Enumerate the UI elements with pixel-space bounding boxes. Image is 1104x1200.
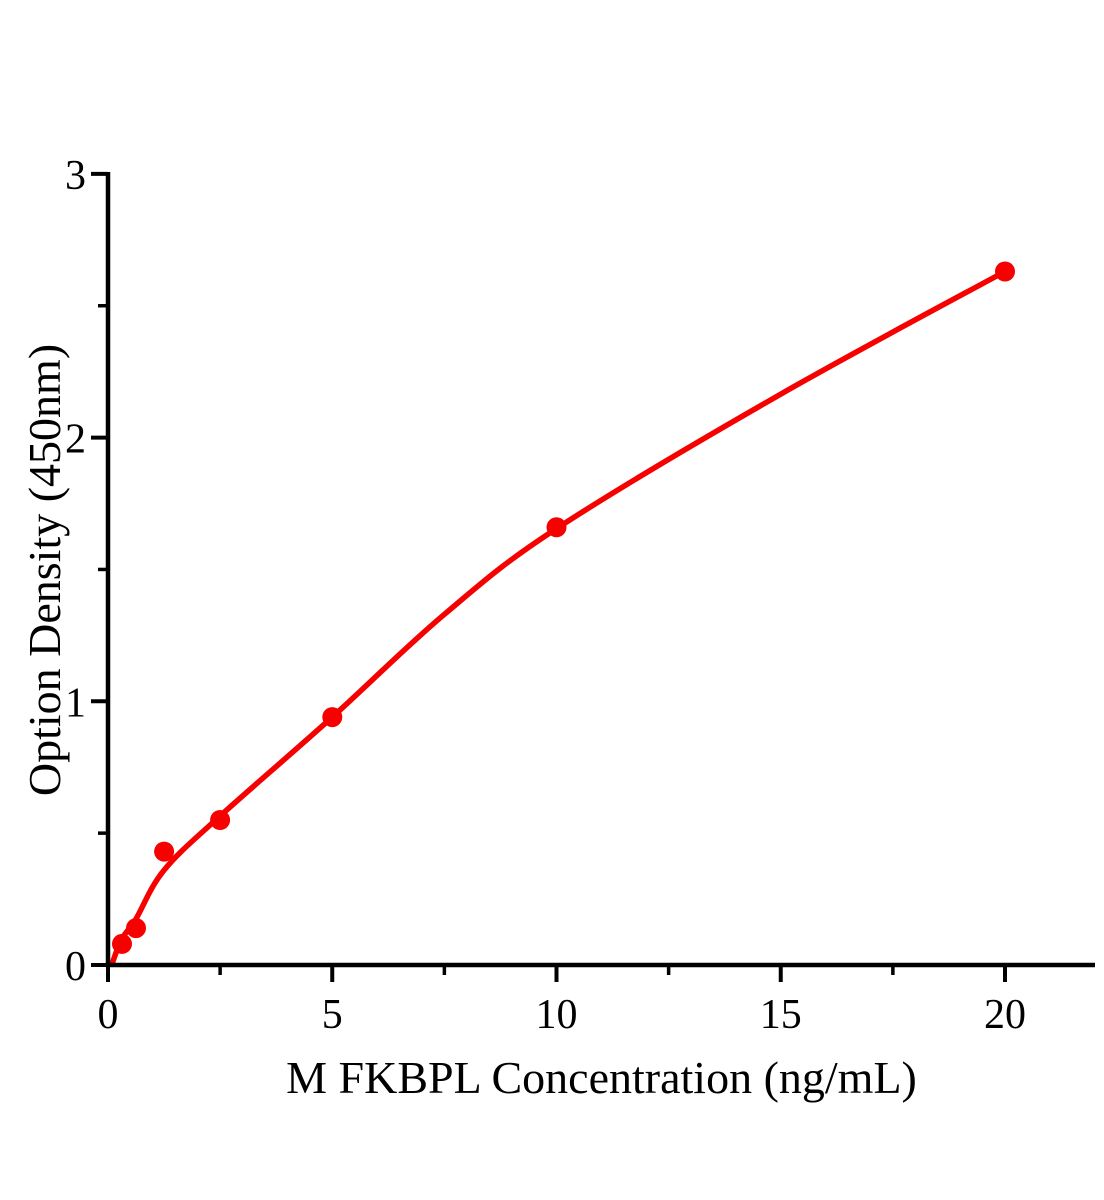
x-axis-tick-label: 20 [984,992,1026,1038]
y-axis-title: Option Density (450nm) [19,343,70,797]
x-axis-title: M FKBPL Concentration (ng/mL) [286,1052,917,1103]
data-point-marker [154,841,175,862]
y-axis-tick-label: 1 [65,680,86,726]
x-axis-tick-label: 15 [760,992,802,1038]
x-axis-tick-label: 0 [98,992,119,1038]
data-point-marker [546,517,567,538]
data-point-marker [112,933,132,954]
y-axis-tick-label: 0 [65,944,86,990]
axes-lines [105,172,1095,968]
data-point-marker [126,918,146,939]
x-axis-tick-label: 10 [536,992,578,1038]
x-axis-tick-label: 5 [322,992,343,1038]
fit-curve-line [109,268,1008,966]
data-point-marker [322,707,343,728]
data-point-marker [210,810,231,830]
data-point-marker [995,261,1015,282]
y-axis-tick-label: 3 [65,153,86,199]
y-axis-tick-label: 2 [65,417,86,463]
